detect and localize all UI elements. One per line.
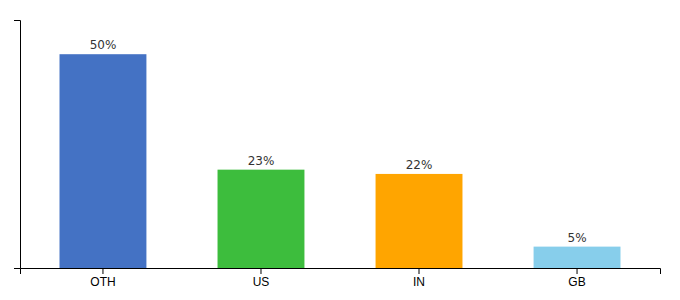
x-tick-label: IN bbox=[413, 275, 425, 289]
x-tick-mark bbox=[577, 268, 578, 274]
data-label: 5% bbox=[568, 231, 587, 245]
x-tick-mark bbox=[419, 268, 420, 274]
x-tick-label: US bbox=[253, 275, 270, 289]
x-tick: OTH bbox=[90, 268, 115, 289]
bars bbox=[60, 54, 621, 268]
bar bbox=[218, 170, 305, 268]
plot: 50% 23% 22% 5% OTH US IN GB bbox=[14, 21, 661, 289]
x-tick: GB bbox=[568, 268, 585, 289]
y-axis bbox=[14, 21, 21, 269]
chart: 50% 23% 22% 5% OTH US IN GB bbox=[0, 0, 680, 300]
bar bbox=[376, 174, 463, 268]
bar bbox=[60, 54, 147, 268]
data-label: 23% bbox=[248, 154, 275, 168]
x-tick-mark bbox=[102, 268, 103, 274]
data-label: 22% bbox=[406, 158, 433, 172]
x-tick-label: OTH bbox=[90, 275, 115, 289]
data-label: 50% bbox=[90, 38, 117, 52]
x-axis: OTH US IN GB bbox=[21, 268, 661, 289]
data-labels: 50% 23% 22% 5% bbox=[90, 38, 587, 244]
x-tick: IN bbox=[413, 268, 425, 289]
x-tick: US bbox=[253, 268, 270, 289]
x-axis-line bbox=[21, 269, 661, 275]
x-tick-mark bbox=[260, 268, 261, 274]
bar bbox=[534, 247, 621, 268]
x-tick-label: GB bbox=[568, 275, 585, 289]
y-axis-line bbox=[14, 21, 21, 269]
